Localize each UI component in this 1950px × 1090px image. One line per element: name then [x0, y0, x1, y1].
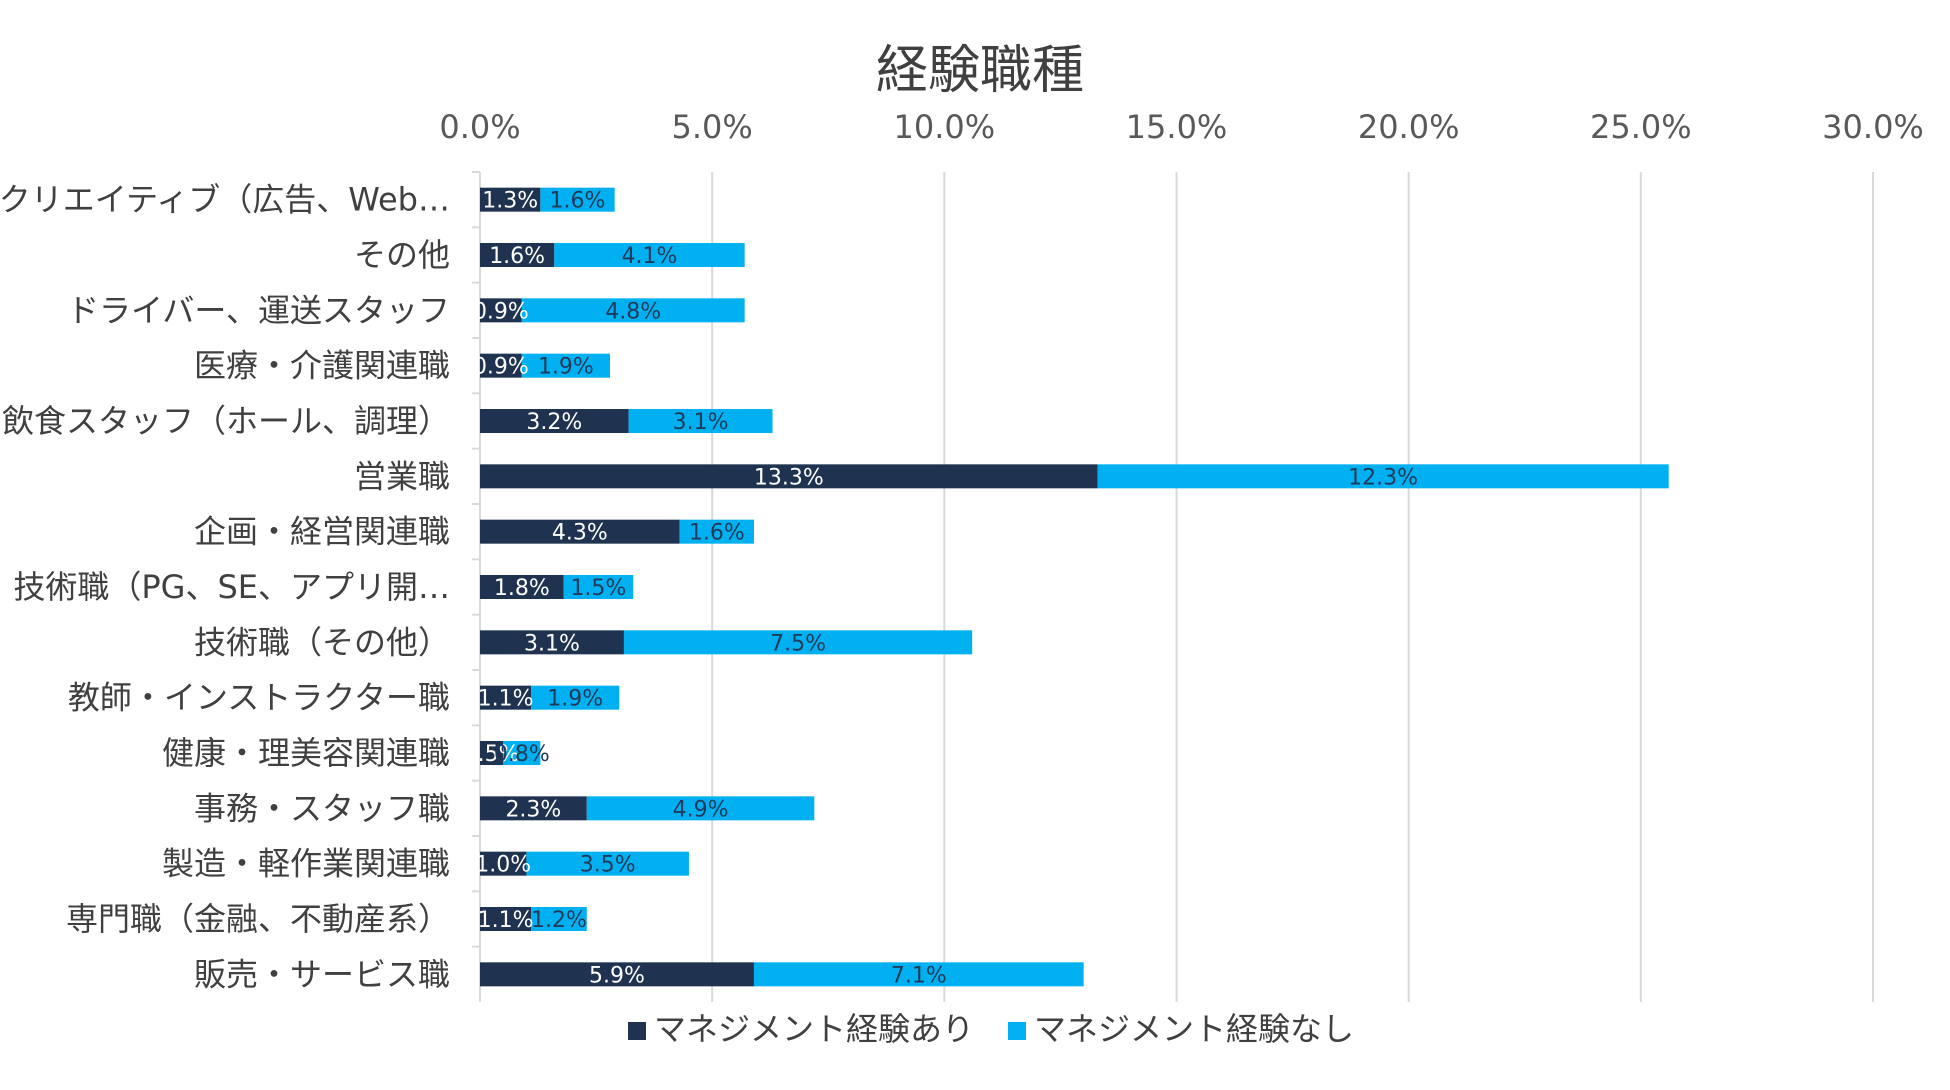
category-axis: クリエイティブ（広告、Web… その他ドライバー、運送スタッフ医療・介護関連職飲食…: [0, 171, 481, 1002]
bar-with-management: [480, 353, 522, 378]
bar-with-management: [480, 630, 624, 655]
bar-without-management: [563, 575, 634, 599]
grid-layer: [479, 172, 1874, 1002]
data-label: 1.6%: [489, 244, 545, 269]
data-label: 3.5%: [580, 853, 636, 878]
data-label: 7.1%: [891, 963, 947, 988]
data-label: 4.3%: [552, 521, 608, 546]
data-label: 0.8%: [494, 742, 550, 767]
data-label: 12.3%: [1348, 465, 1418, 490]
category-label: 製造・軽作業関連職: [162, 845, 450, 883]
bar-with-management: [480, 851, 527, 876]
x-tick-label: 10.0%: [894, 108, 996, 146]
x-tick-label: 25.0%: [1590, 108, 1692, 146]
data-label: 3.1%: [524, 631, 580, 656]
bar-with-management: [480, 298, 522, 323]
bar-without-management: [531, 685, 620, 710]
bar-without-management: [540, 187, 615, 212]
data-label: 1.0%: [475, 853, 531, 878]
x-tick-label: 30.0%: [1822, 108, 1924, 146]
bar-without-management: [753, 962, 1084, 987]
category-label: 企画・経営関連職: [194, 513, 450, 551]
bar-without-management: [503, 741, 541, 765]
data-label: 1.1%: [478, 908, 534, 933]
data-label: 3.2%: [526, 410, 582, 435]
category-label: 営業職: [354, 457, 450, 495]
data-label: 13.3%: [754, 465, 824, 490]
bar-with-management: [480, 519, 680, 544]
data-label: 1.6%: [689, 521, 745, 546]
category-label: クリエイティブ（広告、Web…: [0, 181, 450, 219]
category-label: その他: [354, 236, 450, 274]
data-label: 1.2%: [531, 908, 587, 933]
bar-without-management: [623, 630, 973, 655]
data-label: 2.3%: [505, 797, 561, 822]
data-label: 3.1%: [673, 410, 729, 435]
x-tick-label: 20.0%: [1358, 108, 1460, 146]
data-label: 5.9%: [589, 963, 645, 988]
data-label: 1.6%: [550, 189, 606, 214]
bar-with-management: [480, 962, 754, 987]
data-label: 4.8%: [605, 299, 661, 324]
data-label: 7.5%: [770, 631, 826, 656]
chart-title: 経験職種: [876, 41, 1084, 101]
data-label: 1.1%: [478, 687, 534, 712]
data-label: 0.5%: [464, 742, 520, 767]
x-tick-label: 15.0%: [1126, 108, 1228, 146]
x-tick-label: 0.0%: [439, 108, 520, 146]
bar-with-management: [480, 741, 504, 765]
category-label: 飲食スタッフ（ホール、調理）: [2, 402, 450, 440]
bar-with-management: [480, 464, 1098, 489]
bar-with-management: [480, 409, 629, 433]
bar-without-management: [531, 907, 587, 931]
data-label: 1.9%: [547, 687, 603, 712]
bar-without-management: [521, 353, 611, 378]
category-label: 技術職（その他）: [194, 623, 450, 661]
bar-with-management: [480, 907, 532, 931]
bar-without-management: [554, 243, 745, 267]
data-label: 0.9%: [473, 355, 529, 380]
data-label: 0.9%: [473, 299, 529, 324]
bar-with-management: [480, 575, 564, 599]
bar-without-management: [628, 409, 773, 433]
category-label: ドライバー、運送スタッフ: [67, 291, 450, 329]
x-tick-label: 5.0%: [672, 108, 753, 146]
x-axis-ticks: 0.0% 5.0% 10.0% 15.0% 20.0% 25.0% 30.0%: [439, 108, 1923, 146]
bar-with-management: [480, 796, 587, 821]
data-label: 1.5%: [570, 576, 626, 601]
category-label: 専門職（金融、不動産系）: [66, 900, 450, 938]
bar-layer: [480, 187, 1669, 987]
data-label: 4.9%: [673, 797, 729, 822]
bar-with-management: [480, 685, 532, 710]
category-label: 教師・インストラクター職: [68, 679, 450, 717]
category-label: 事務・スタッフ職: [194, 789, 450, 827]
data-label: 4.1%: [622, 244, 678, 269]
bar-without-management: [1097, 464, 1669, 489]
bar-without-management: [526, 851, 689, 876]
bar-with-management: [480, 187, 541, 212]
category-label: 健康・理美容関連職: [162, 734, 450, 772]
category-label: 技術職（PG、SE、アプリ開…: [13, 568, 450, 606]
data-label: 1.9%: [538, 355, 594, 380]
legend-label: マネジメント経験なし: [1034, 1010, 1354, 1048]
legend: マネジメント経験あり マネジメント経験なし: [628, 1010, 1354, 1048]
legend-label: マネジメント経験あり: [654, 1010, 974, 1048]
bar-without-management: [521, 298, 745, 323]
category-label: 販売・サービス職: [194, 955, 450, 993]
data-label: 1.3%: [482, 189, 538, 214]
bar-without-management: [679, 519, 754, 544]
category-label: 医療・介護関連職: [194, 347, 450, 385]
legend-swatch-without-management: [1008, 1022, 1026, 1040]
legend-swatch-with-management: [628, 1022, 646, 1040]
bar-without-management: [586, 796, 815, 821]
bar-with-management: [480, 243, 555, 267]
data-label: 1.8%: [494, 576, 550, 601]
data-labels: 1.3% 1.6% 1.6% 4.1% 0.9% 4.8% 0.9% 1.9% 3.2% 3.1%…: [464, 189, 1418, 989]
